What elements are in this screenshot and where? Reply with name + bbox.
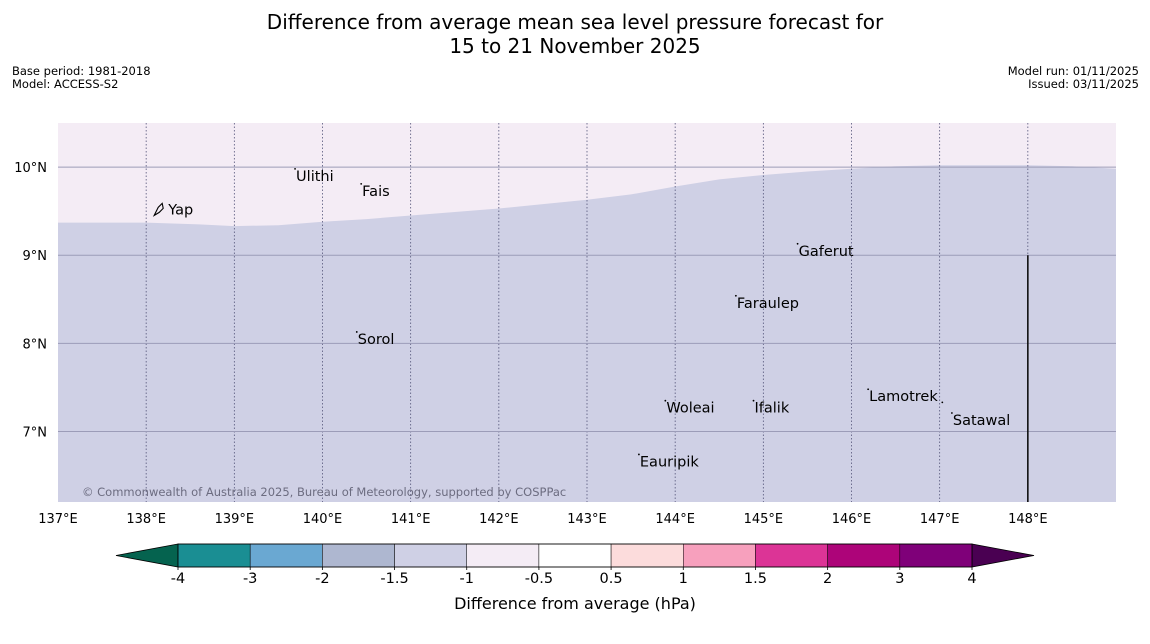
island-marker	[294, 167, 296, 170]
colorbar-bin	[899, 543, 973, 568]
lon-tick-label: 145°E	[744, 512, 784, 527]
place-label: Faraulep	[737, 296, 799, 312]
island-marker	[360, 182, 363, 185]
colorbar-tick-label: -3	[243, 571, 257, 587]
lat-tick-label: 9°N	[23, 249, 48, 264]
copyright-text: © Commonwealth of Australia 2025, Bureau…	[82, 485, 566, 499]
island-marker	[867, 388, 870, 391]
lon-tick-label: 137°E	[38, 512, 78, 527]
place-label: Ulithi	[296, 169, 334, 185]
colorbar-tick-label: 1	[679, 571, 688, 587]
place-label: Woleai	[666, 401, 714, 417]
colorbar-tick-label: -4	[171, 571, 185, 587]
island-marker	[734, 294, 737, 297]
place-label: Yap	[167, 202, 193, 218]
colorbar-tick-label: -0.5	[525, 571, 553, 587]
place-label: Fais	[362, 184, 389, 200]
colorbar-bin	[610, 543, 684, 568]
lat-tick-label: 8°N	[23, 337, 48, 352]
lon-tick-label: 142°E	[479, 512, 519, 527]
place-label: Gaferut	[799, 244, 854, 260]
colorbar-bin	[322, 543, 395, 568]
island-marker	[796, 242, 799, 245]
title-line-1: Difference from average mean sea level p…	[266, 10, 884, 34]
island-marker	[950, 412, 953, 414]
colorbar-tick-label: 2	[823, 571, 832, 587]
colorbar-bin	[394, 543, 467, 568]
model-name: Model: ACCESS-S2	[12, 77, 119, 91]
lon-tick-label: 147°E	[920, 512, 960, 527]
place-label: Lamotrek	[869, 389, 938, 405]
colorbar-tick-label: -1.5	[380, 571, 408, 587]
meta-right: Model run: 01/11/2025 Issued: 03/11/2025	[1008, 65, 1139, 91]
colorbar-frame	[177, 543, 973, 568]
place-label: Satawal	[953, 413, 1010, 429]
lon-tick-label: 144°E	[655, 512, 695, 527]
title-line-2: 15 to 21 November 2025	[449, 34, 701, 58]
island-marker	[752, 399, 755, 402]
page-title: Difference from average mean sea level p…	[0, 10, 1150, 58]
colorbar-bin	[538, 543, 612, 568]
colorbar-bin	[755, 543, 828, 568]
colorbar-bin	[249, 543, 323, 568]
colorbar-tick-label: 4	[967, 571, 976, 587]
lon-tick-label: 141°E	[391, 512, 431, 527]
colorbar-bin	[177, 543, 251, 568]
colorbar-extend-high	[971, 543, 1035, 568]
meta-left: Base period: 1981-2018 Model: ACCESS-S2	[12, 65, 151, 91]
place-label: Sorol	[358, 332, 395, 348]
lon-tick-label: 140°E	[303, 512, 343, 527]
lon-tick-label: 138°E	[126, 512, 166, 527]
place-label: Eauripik	[640, 454, 699, 470]
lon-tick-label: 143°E	[567, 512, 607, 527]
colorbar-extend-low	[115, 543, 179, 568]
place-label: Ifalik	[755, 401, 790, 417]
colorbar-tick-label: 0.5	[600, 571, 623, 587]
colorbar-bin	[827, 543, 901, 568]
colorbar-tick-label: -2	[315, 571, 329, 587]
colorbar-title: Difference from average (hPa)	[454, 594, 696, 613]
lon-tick-label: 139°E	[215, 512, 255, 527]
lon-tick-label: 148°E	[1008, 512, 1048, 527]
island-marker	[941, 401, 944, 404]
island-marker	[664, 399, 667, 402]
island-marker	[355, 331, 358, 333]
issued-date: Issued: 03/11/2025	[1028, 77, 1139, 91]
lat-tick-label: 10°N	[14, 161, 47, 176]
colorbar-tick-label: -1	[459, 571, 473, 587]
colorbar-bin	[683, 543, 756, 568]
colorbar-tick-label: 1.5	[744, 571, 767, 587]
lon-tick-label: 146°E	[832, 512, 872, 527]
lat-tick-label: 7°N	[23, 425, 48, 440]
model-run: Model run: 01/11/2025	[1007, 64, 1139, 78]
base-period: Base period: 1981-2018	[12, 64, 151, 78]
island-marker	[638, 453, 640, 456]
colorbar-bin	[466, 543, 540, 568]
colorbar-tick-label: 3	[895, 571, 904, 587]
yap-island-outline	[152, 202, 164, 217]
